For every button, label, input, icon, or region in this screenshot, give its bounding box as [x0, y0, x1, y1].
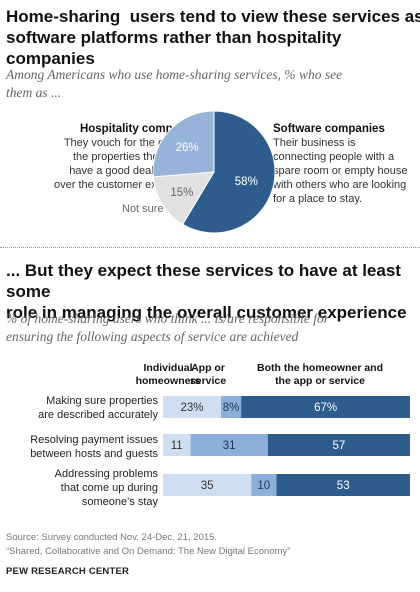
- section2-subtitle-line2: ensuring the following aspects of servic…: [6, 329, 299, 344]
- software-desc-line5: for a place to stay.: [273, 193, 363, 205]
- row-label-properties-line2: are described accurately: [38, 409, 158, 421]
- bar-both-row2: [267, 434, 410, 456]
- bar-homeowners-row2: [163, 434, 191, 456]
- pie-slice-not-sure: [152, 171, 215, 226]
- footer-report: “Shared, Collaborative and On Demand: Th…: [6, 546, 291, 557]
- row-label-problems: Addressing problems that come up during …: [0, 467, 158, 509]
- software-label: Software companies: [273, 123, 385, 135]
- bar-homeowners-row1: [163, 396, 221, 418]
- bar-app-row3: [251, 474, 277, 496]
- pie-label-not-sure: 15%: [170, 187, 193, 199]
- bar-label-both-row1: 67%: [314, 402, 337, 414]
- col-header-app-line2: service: [189, 375, 227, 387]
- bar-label-app-row1: 8%: [223, 402, 240, 414]
- bar-label-homeowners-row3: 35: [201, 480, 214, 492]
- row-label-problems-line3: someone's stay: [81, 496, 158, 508]
- bar-label-both-row2: 57: [333, 440, 346, 452]
- col-header-app: App or service: [180, 362, 236, 388]
- footer-brand: PEW RESEARCH CENTER: [6, 566, 130, 577]
- chart-subtitle-line1: Among Americans who use home-sharing ser…: [6, 67, 343, 82]
- pie-slice-hospitality: [152, 110, 215, 178]
- chart-subtitle: Among Americans who use home-sharing ser…: [6, 66, 342, 102]
- col-header-both-line1: Both the homeowner and: [257, 362, 383, 374]
- chart-subtitle-line2: them as ...: [6, 85, 62, 100]
- section2-title-line2: role in managing the overall customer ex…: [6, 303, 407, 322]
- row-label-payment-line1: Resolving payment issues: [30, 434, 158, 446]
- software-desc-line4: with others who are looking: [273, 179, 407, 191]
- software-desc-line3: spare room or empty house: [273, 165, 408, 177]
- row-label-payment: Resolving payment issues between hosts a…: [0, 433, 158, 461]
- row-label-problems-line1: Addressing problems: [54, 468, 158, 480]
- pie-chart: 58% 15% 26%: [152, 110, 276, 234]
- bar-both-row1: [241, 396, 410, 418]
- pie-label-hospitality: 26%: [176, 142, 199, 154]
- bar-homeowners-row3: [163, 474, 252, 496]
- section2-subtitle: % of home-sharing users who think ... is…: [6, 310, 329, 346]
- section2-subtitle-line1: % of home-sharing users who think ... is…: [6, 311, 329, 326]
- pie-label-software: 58%: [235, 176, 258, 188]
- bar-both-row3: [276, 474, 410, 496]
- bar-label-app-row3: 10: [257, 480, 270, 492]
- col-header-both: Both the homeowner and the app or servic…: [230, 362, 410, 388]
- chart-title-line1: Home-sharing users tend to view these se…: [6, 7, 420, 26]
- row-label-payment-line2: between hosts and guests: [30, 448, 158, 460]
- bar-app-row2: [190, 434, 268, 456]
- section2-title: ... But they expect these services to ha…: [6, 260, 420, 323]
- col-header-homeowners-line2: homeowners: [135, 375, 201, 387]
- bar-label-homeowners-row1: 23%: [180, 402, 203, 414]
- col-header-homeowners: Individual homeowners: [118, 362, 218, 388]
- chart-title-line2: software platforms rather than hospitali…: [6, 28, 342, 68]
- not-sure-label: Not sure: [122, 203, 164, 215]
- software-desc-line1: Their business is: [273, 137, 356, 149]
- software-desc-line2: connecting people with a: [273, 151, 395, 163]
- col-header-both-line2: the app or service: [275, 375, 365, 387]
- software-annotation: Software companies Their business is con…: [273, 122, 419, 206]
- row-label-problems-line2: that come up during: [60, 482, 158, 494]
- chart-title: Home-sharing users tend to view these se…: [6, 6, 420, 69]
- bar-label-app-row2: 31: [223, 440, 236, 452]
- col-header-app-line1: App or: [191, 362, 225, 374]
- section2-title-line1: ... But they expect these services to ha…: [6, 261, 401, 301]
- bar-label-homeowners-row2: 11: [171, 440, 183, 452]
- row-label-properties-line1: Making sure properties: [46, 395, 158, 407]
- footer-source: Source: Survey conducted Nov. 24-Dec. 21…: [6, 532, 218, 543]
- row-label-properties: Making sure properties are described acc…: [0, 394, 158, 422]
- bar-label-both-row3: 53: [337, 480, 350, 492]
- pie-slice-software: [181, 110, 276, 234]
- col-header-homeowners-line1: Individual: [143, 362, 193, 374]
- section-divider: [0, 247, 420, 248]
- bar-app-row1: [220, 396, 242, 418]
